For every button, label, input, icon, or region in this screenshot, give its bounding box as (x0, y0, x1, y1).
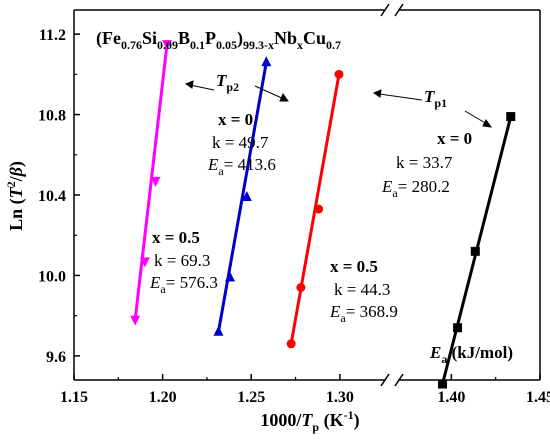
break-bottom-2 (394, 373, 404, 387)
axis-break-marks (380, 3, 404, 387)
magenta-k-label: k = 69.3 (154, 251, 210, 270)
x-axis-label: 1000/Tp (K-1) (260, 408, 359, 434)
series-line (216, 62, 268, 333)
arrow-tp1-right-line (464, 110, 488, 125)
x-tick-label: 1.15 (60, 389, 88, 406)
y-tick-label: 10.0 (38, 268, 66, 285)
arrow-tp2-left-line (189, 84, 215, 91)
plot-frame (73, 9, 541, 381)
y-tick-label: 10.8 (38, 108, 66, 125)
arrow-tp2-right-head (279, 92, 289, 102)
series-layer (130, 40, 516, 389)
break-top-1 (380, 3, 390, 17)
tp1-label: Tp1 (424, 87, 447, 110)
series-2 (286, 69, 344, 349)
data-point (296, 283, 306, 292)
blue-ea-label: Ea= 413.6 (207, 155, 276, 178)
break-top-2 (394, 3, 404, 17)
data-point (286, 339, 296, 349)
blue-k-label: k = 49.7 (212, 133, 269, 152)
x-tick-label: 1.45 (526, 389, 550, 406)
chart-title: (Fe0.76Si0.09B0.1P0.05)99.3-xNbxCu0.7 (96, 28, 341, 52)
y-tick-label: 10.4 (38, 188, 66, 205)
data-point (162, 40, 173, 51)
magenta-x-label: x = 0.5 (152, 228, 200, 247)
data-point (224, 271, 235, 282)
data-point (130, 315, 141, 326)
red-k-label: k = 44.3 (334, 280, 390, 299)
black-x-label: x = 0 (437, 129, 472, 148)
break-bottom-1 (380, 373, 390, 387)
data-point (241, 191, 252, 202)
y-tick-label: 9.6 (46, 349, 66, 366)
data-point (314, 204, 324, 214)
arrow-tp1-right-head (482, 119, 493, 128)
series-0 (130, 40, 173, 326)
data-point (506, 112, 516, 122)
series-line (133, 44, 169, 320)
arrow-tp2-left-head (184, 80, 194, 89)
arrow-tp1-left-line (378, 93, 423, 101)
units-label: Ea (kJ/mol) (429, 343, 513, 366)
blue-x-label: x = 0 (218, 110, 253, 129)
x-tick-label: 1.20 (149, 389, 177, 406)
red-ea-label: Ea= 368.9 (329, 302, 398, 325)
data-point (470, 246, 480, 256)
arrow-tp2-right-line (254, 85, 285, 100)
data-point (213, 325, 224, 336)
series-1 (213, 56, 272, 336)
data-point (453, 323, 463, 333)
red-x-label: x = 0.5 (330, 257, 378, 276)
black-k-label: k = 33.7 (396, 153, 453, 172)
data-point (438, 379, 448, 389)
annotation-arrows (184, 80, 493, 128)
data-point (261, 56, 272, 67)
y-axis-label: Ln (T2/β) (4, 161, 27, 231)
tp2-label: Tp2 (216, 71, 239, 94)
x-tick-label: 1.40 (437, 389, 465, 406)
ticks: 1.15 1.20 1.25 1.30 1.40 1.45 9.6 10.0 10.4 10.8 1… (38, 27, 550, 406)
black-ea-label: Ea= 280.2 (381, 177, 450, 200)
x-tick-label: 1.30 (326, 389, 354, 406)
data-point (334, 69, 344, 79)
data-point (139, 257, 150, 268)
series-3 (438, 112, 516, 389)
annotations: Tp2 Tp1 x = 0 k = 49.7 Ea= 413.6 x = 0 k… (149, 71, 513, 366)
arrow-tp1-left-head (372, 89, 382, 98)
data-point (150, 176, 161, 187)
y-tick-label: 11.2 (39, 27, 66, 44)
x-tick-label: 1.25 (237, 389, 265, 406)
magenta-ea-label: Ea= 576.3 (149, 273, 218, 296)
